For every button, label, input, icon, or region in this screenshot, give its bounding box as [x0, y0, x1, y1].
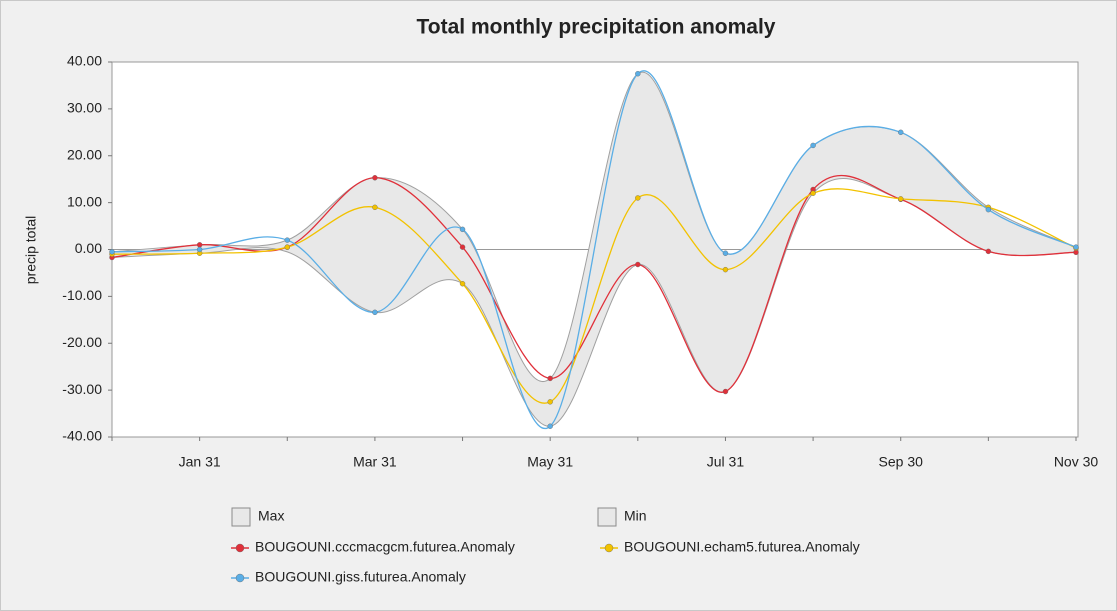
point — [109, 249, 115, 255]
x-tick-label: Nov 30 — [1054, 454, 1099, 470]
point — [547, 399, 553, 405]
point — [898, 196, 904, 202]
x-tick-label: Mar 31 — [353, 454, 397, 470]
point — [1073, 244, 1079, 250]
point — [284, 237, 290, 243]
legend-label: BOUGOUNI.cccmacgcm.futurea.Anomaly — [255, 539, 515, 555]
legend-swatch — [231, 507, 251, 527]
point — [547, 375, 553, 382]
y-axis-label: precip total — [23, 216, 39, 284]
y-tick-label: 10.00 — [67, 193, 102, 209]
point — [635, 71, 641, 77]
point — [985, 206, 992, 213]
point — [635, 195, 641, 201]
point — [547, 423, 553, 429]
x-tick-label: Jul 31 — [707, 454, 745, 470]
point — [459, 281, 466, 287]
point — [722, 266, 729, 273]
series-line — [111, 70, 1077, 430]
y-tick-label: -10.00 — [62, 287, 102, 303]
legend-label: Min — [624, 508, 647, 524]
x-tick-label: May 31 — [527, 454, 573, 470]
point — [722, 250, 729, 256]
legend-swatch — [597, 507, 617, 527]
y-tick-label: 20.00 — [67, 146, 102, 162]
point — [459, 244, 466, 250]
point — [196, 246, 203, 253]
legend-label: BOUGOUNI.echam5.futurea.Anomaly — [624, 539, 860, 555]
point — [985, 248, 992, 255]
legend-swatch — [235, 543, 245, 553]
point — [722, 388, 729, 395]
y-tick-label: 40.00 — [67, 53, 102, 69]
point — [635, 261, 641, 268]
y-tick-label: -20.00 — [62, 334, 102, 350]
point — [810, 142, 816, 149]
y-tick-label: 30.00 — [67, 100, 102, 116]
legend-label: BOUGOUNI.giss.futurea.Anomaly — [255, 569, 466, 585]
point — [459, 226, 466, 233]
point — [196, 242, 203, 248]
point — [372, 309, 378, 316]
legend-label: Max — [258, 508, 284, 524]
y-tick-label: 0.00 — [75, 240, 102, 256]
y-tick-label: -30.00 — [62, 381, 102, 397]
legend-swatch — [235, 573, 245, 583]
x-tick-label: Sep 30 — [879, 454, 924, 470]
x-tick-label: Jan 31 — [179, 454, 221, 470]
chart-title: Total monthly precipitation anomaly — [417, 16, 776, 39]
point — [898, 129, 904, 136]
point — [372, 175, 378, 181]
point — [372, 204, 378, 211]
point — [284, 244, 290, 250]
y-tick-label: -40.00 — [62, 428, 102, 444]
point — [810, 190, 816, 196]
legend-swatch — [604, 543, 614, 553]
